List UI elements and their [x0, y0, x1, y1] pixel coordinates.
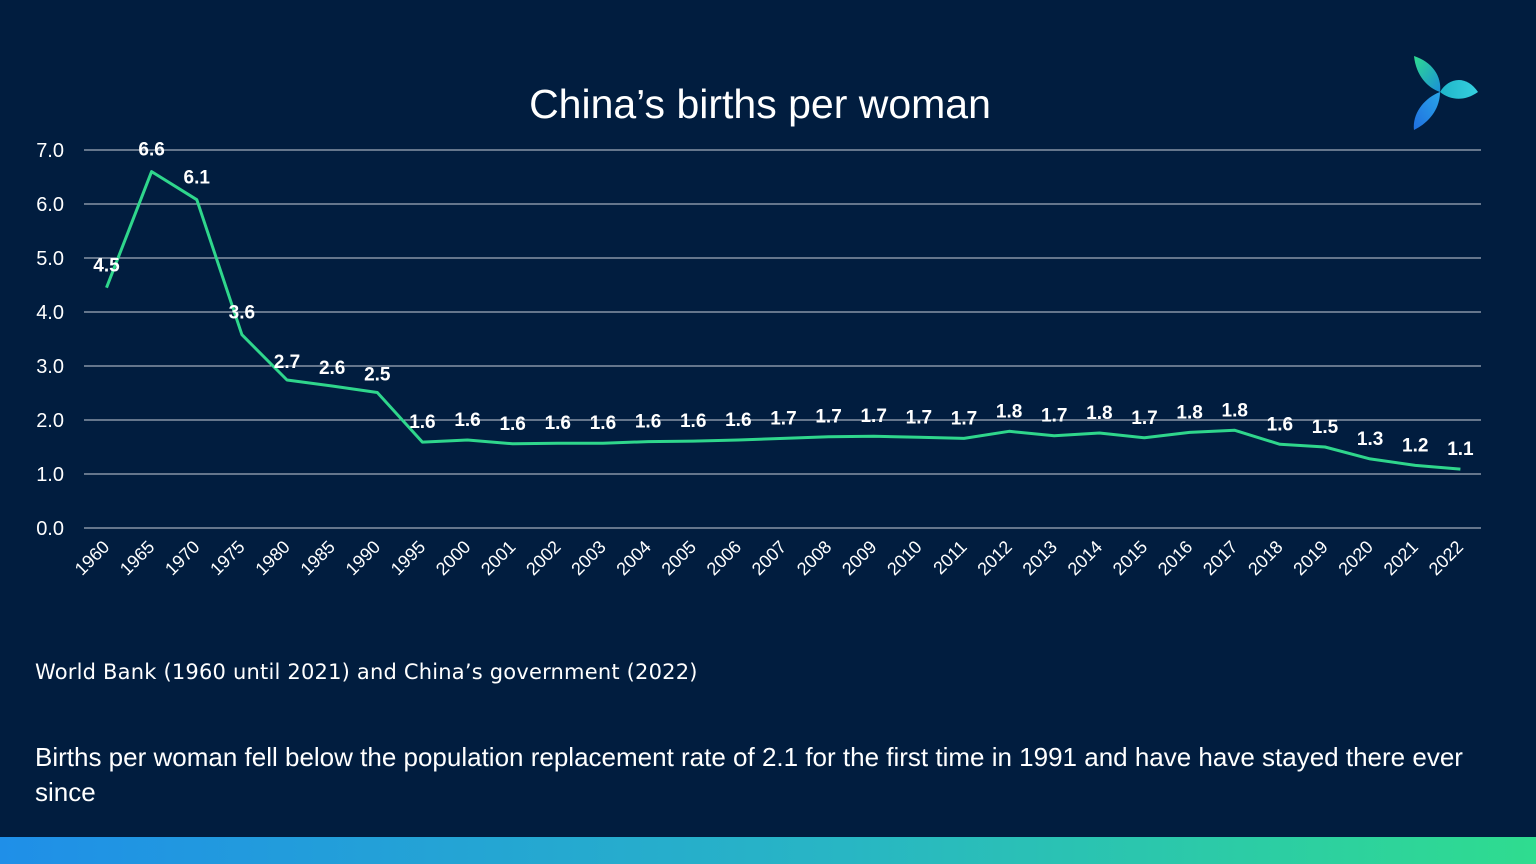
x-tick-label: 2010	[883, 537, 925, 579]
x-tick-label: 1980	[251, 537, 293, 579]
x-tick-label: 2005	[658, 537, 700, 579]
data-label: 1.6	[454, 410, 480, 431]
data-label: 1.6	[499, 414, 525, 435]
source-note: World Bank (1960 until 2021) and China’s…	[35, 660, 698, 684]
data-label: 1.6	[409, 412, 435, 433]
y-tick-label: 2.0	[36, 410, 64, 432]
x-tick-label: 2020	[1335, 537, 1377, 579]
x-tick-label: 1965	[116, 537, 158, 579]
x-tick-label: 2017	[1199, 537, 1241, 579]
y-tick-label: 4.0	[36, 302, 64, 324]
x-tick-label: 2022	[1425, 537, 1467, 579]
births-chart: China’s births per woman 0.0 1.0 2.0 3.0 4.0…	[36, 81, 1481, 579]
data-label: 1.7	[770, 408, 796, 429]
data-label: 1.3	[1357, 429, 1383, 450]
data-label: 1.7	[860, 406, 886, 427]
gridlines	[84, 149, 1481, 529]
x-tick-label: 2003	[567, 537, 609, 579]
y-tick-label: 6.0	[36, 194, 64, 216]
x-tick-label: 1990	[342, 537, 384, 579]
x-tick-label: 1985	[297, 537, 339, 579]
y-tick-label: 3.0	[36, 356, 64, 378]
data-label: 1.7	[1041, 406, 1067, 427]
x-tick-label: 1960	[71, 537, 113, 579]
x-tick-label: 1975	[206, 537, 248, 579]
data-label: 2.7	[274, 352, 300, 373]
data-label: 1.8	[996, 401, 1022, 422]
x-tick-label: 2004	[612, 537, 654, 579]
data-label: 2.6	[319, 358, 345, 379]
y-tick-label: 0.0	[36, 518, 64, 540]
data-label: 3.6	[229, 303, 255, 324]
data-label: 1.6	[545, 413, 571, 434]
x-tick-label: 2002	[522, 537, 564, 579]
data-label: 1.6	[590, 413, 616, 434]
x-tick-label: 2016	[1154, 537, 1196, 579]
x-tick-label: 1995	[387, 537, 429, 579]
data-label: 1.7	[1131, 408, 1157, 429]
x-tick-label: 2006	[703, 537, 745, 579]
y-axis-ticks: 0.0 1.0 2.0 3.0 4.0 5.0 6.0 7.0	[36, 140, 64, 540]
data-label: 1.7	[906, 407, 932, 428]
x-tick-label: 2019	[1289, 537, 1331, 579]
data-label: 2.5	[364, 364, 391, 385]
data-label: 1.8	[1176, 402, 1202, 423]
data-label: 1.6	[725, 410, 751, 431]
data-label: 6.6	[138, 140, 164, 161]
x-tick-label: 2009	[838, 537, 880, 579]
x-tick-label: 2011	[929, 537, 971, 579]
x-tick-label: 2018	[1244, 537, 1286, 579]
x-tick-label: 2015	[1109, 537, 1151, 579]
x-tick-label: 2013	[1019, 537, 1061, 579]
data-label: 4.5	[93, 256, 120, 277]
trefoil-logo-icon	[1413, 56, 1478, 130]
y-tick-label: 7.0	[36, 140, 64, 162]
data-label: 1.7	[815, 407, 841, 428]
data-label: 1.6	[680, 411, 706, 432]
data-label: 1.1	[1447, 439, 1474, 460]
x-tick-label: 2000	[432, 537, 474, 579]
x-tick-label: 1970	[161, 537, 203, 579]
x-axis-ticks: 1960 1965 1970 1975 1980 1985 1990 1995 2000 2001…	[71, 537, 1467, 579]
x-tick-label: 2001	[477, 537, 519, 579]
data-label: 1.2	[1402, 435, 1428, 456]
x-tick-label: 2021	[1380, 537, 1422, 579]
x-tick-label: 2008	[793, 537, 835, 579]
births-series-line	[105, 170, 1461, 471]
data-label: 1.5	[1312, 417, 1339, 438]
x-tick-label: 2012	[973, 537, 1015, 579]
data-labels: 4.5 6.6 6.1 3.6 2.7 2.6 2.5 1.6 1.6 1.6 1.6 1.6 1.6 1…	[93, 140, 1474, 461]
data-label: 6.1	[184, 168, 211, 189]
series-line-layer	[105, 170, 1461, 471]
y-tick-label: 1.0	[36, 464, 64, 486]
y-tick-label: 5.0	[36, 248, 64, 270]
data-label: 1.7	[951, 408, 977, 429]
bottom-gradient-bar	[0, 837, 1536, 864]
data-label: 1.6	[635, 412, 661, 433]
data-label: 1.8	[1222, 400, 1248, 421]
chart-title: China’s births per woman	[529, 81, 991, 127]
summary-text: Births per woman fell below the populati…	[35, 742, 1463, 807]
x-tick-label: 2014	[1064, 537, 1106, 579]
data-label: 1.6	[1267, 414, 1293, 435]
data-label: 1.8	[1086, 403, 1112, 424]
x-tick-label: 2007	[748, 537, 790, 579]
